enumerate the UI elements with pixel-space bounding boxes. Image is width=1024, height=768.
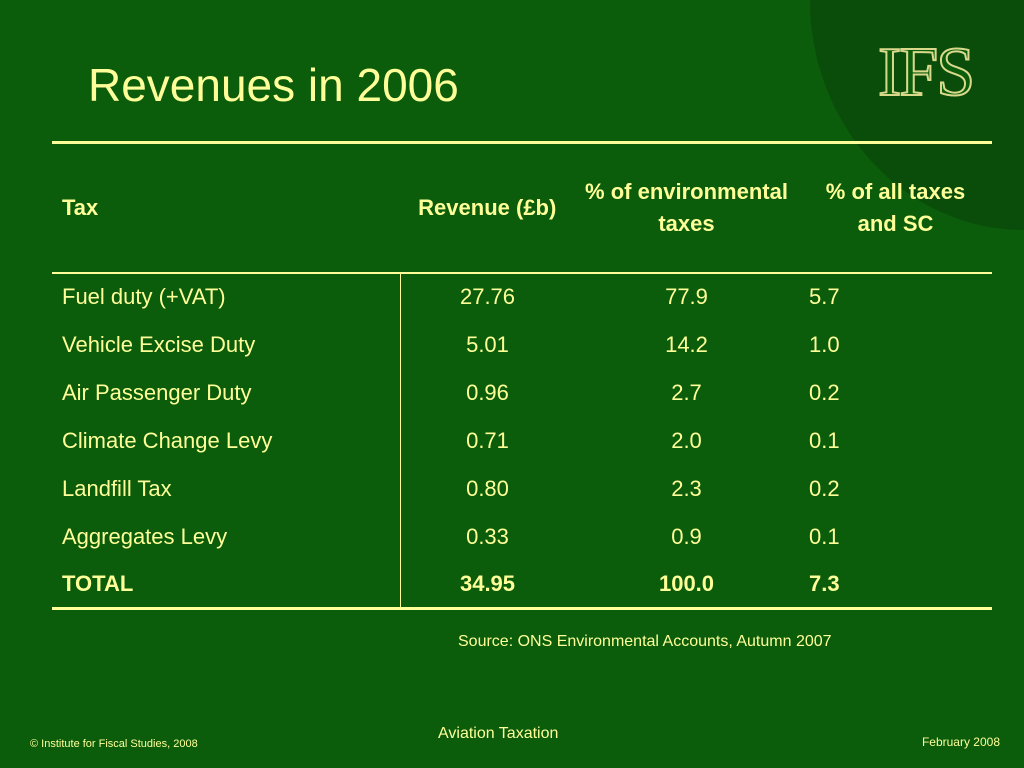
cell-pct-all: 0.2 [809, 475, 840, 501]
table-row: Fuel duty (+VAT) 27.76 77.9 5.7 [52, 272, 992, 321]
header-pct-environmental: % of environmental taxes [585, 178, 788, 236]
cell-pct-all: 0.1 [809, 523, 840, 549]
cell-revenue: 0.71 [466, 427, 509, 453]
cell-tax: Vehicle Excise Duty [52, 320, 401, 369]
table-row: Landfill Tax 0.80 2.3 0.2 [52, 464, 992, 513]
table-row: Air Passenger Duty 0.96 2.7 0.2 [52, 368, 992, 417]
source-note: Source: ONS Environmental Accounts, Autu… [458, 633, 832, 650]
table-row: Vehicle Excise Duty 5.01 14.2 1.0 [52, 320, 992, 369]
cell-revenue: 0.96 [466, 379, 509, 405]
cell-total-label: TOTAL [52, 560, 401, 609]
cell-revenue: 0.80 [466, 475, 509, 501]
cell-revenue: 27.76 [459, 284, 516, 309]
cell-tax: Fuel duty (+VAT) [52, 272, 401, 321]
cell-pct-all: 1.0 [809, 331, 840, 357]
table-total-row: TOTAL 34.95 100.0 7.3 [52, 560, 992, 609]
cell-tax: Aggregates Levy [52, 512, 401, 561]
footer-copyright: © Institute for Fiscal Studies, 2008 [30, 738, 198, 750]
cell-revenue: 5.01 [466, 331, 509, 357]
cell-tax: Climate Change Levy [52, 416, 401, 465]
header-pct-all-taxes: % of all taxes and SC [825, 178, 966, 236]
cell-pct-env: 77.9 [665, 284, 708, 309]
cell-pct-env: 2.0 [671, 427, 702, 453]
table-header-row: Tax Revenue (£b) % of environmental taxe… [52, 143, 992, 273]
ifs-logo: IFS [877, 34, 976, 111]
table-row: Climate Change Levy 0.71 2.0 0.1 [52, 416, 992, 465]
slide-title: Revenues in 2006 [88, 59, 459, 111]
cell-pct-all: 0.2 [809, 379, 840, 405]
footer-date: February 2008 [921, 735, 1000, 749]
cell-total-pct-all: 7.3 [809, 570, 840, 596]
cell-pct-all: 0.1 [809, 427, 840, 453]
header-tax: Tax [62, 194, 99, 220]
cell-total-pct-env: 100.0 [658, 570, 715, 596]
cell-pct-env: 2.7 [671, 379, 702, 405]
cell-tax: Air Passenger Duty [52, 368, 401, 417]
revenue-table: Tax Revenue (£b) % of environmental taxe… [52, 141, 992, 610]
cell-pct-all: 5.7 [809, 284, 840, 309]
cell-pct-env: 14.2 [665, 331, 708, 357]
header-revenue: Revenue (£b) [418, 194, 557, 220]
cell-pct-env: 0.9 [671, 523, 702, 549]
cell-pct-env: 2.3 [671, 475, 702, 501]
table-row: Aggregates Levy 0.33 0.9 0.1 [52, 512, 992, 561]
cell-revenue: 0.33 [466, 523, 509, 549]
footer-presentation-title: Aviation Taxation [438, 725, 559, 742]
cell-tax: Landfill Tax [52, 464, 401, 513]
cell-total-revenue: 34.95 [459, 570, 516, 596]
